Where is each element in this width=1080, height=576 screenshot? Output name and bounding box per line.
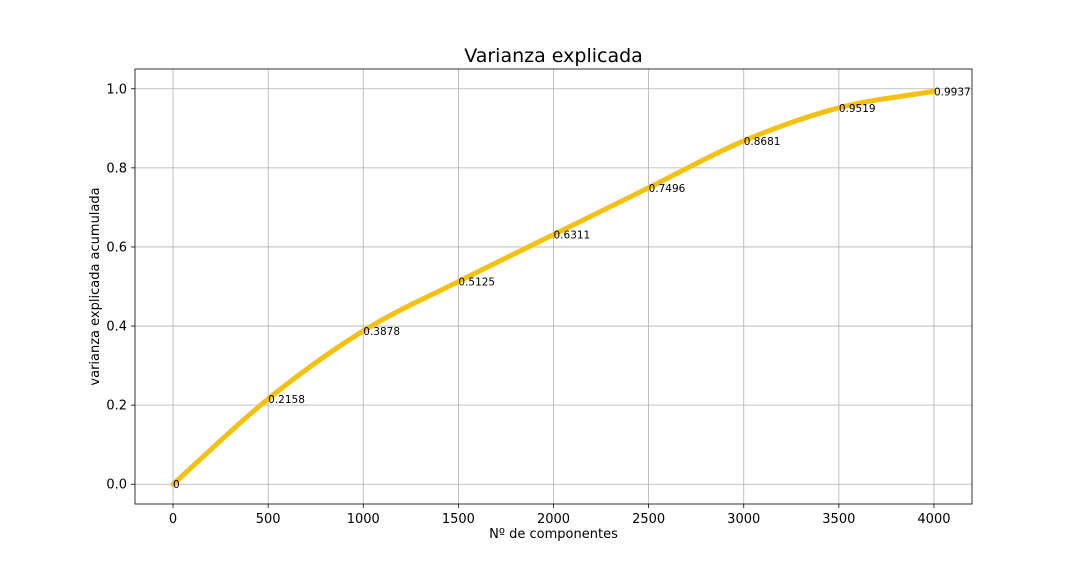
x-tick-label: 1500 (442, 512, 475, 527)
data-point-label: 0.6311 (554, 230, 591, 242)
y-tick-label: 0.2 (106, 399, 127, 414)
data-point-label: 0.3878 (363, 326, 400, 338)
cumulative-variance-line (170, 88, 937, 487)
x-axis: 0 500 1000 1500 2000 2500 3000 3500 4000 (169, 504, 951, 527)
y-tick-label: 0.8 (106, 161, 127, 176)
data-point-label: 0.2158 (268, 394, 305, 406)
x-tick-label: 0 (169, 512, 177, 527)
y-tick-label: 0.0 (106, 478, 127, 493)
data-point-label: 0.5125 (458, 277, 495, 289)
y-axis-label: varianza explicada acumulada (88, 187, 103, 385)
x-tick-label: 3500 (822, 512, 855, 527)
chart-title: Varianza explicada (464, 45, 643, 67)
data-point-label: 0.9519 (839, 103, 876, 115)
y-tick-label: 0.6 (106, 240, 127, 255)
x-tick-label: 2000 (537, 512, 570, 527)
x-tick-label: 500 (256, 512, 281, 527)
x-axis-label: Nº de componentes (489, 527, 618, 542)
x-tick-label: 3000 (727, 512, 760, 527)
data-point-label: 0 (173, 479, 180, 491)
data-point-label: 0.8681 (744, 136, 781, 148)
y-axis: 0.0 0.2 0.4 0.6 0.8 1.0 (106, 82, 135, 493)
grid (135, 69, 972, 504)
x-tick-label: 1000 (347, 512, 380, 527)
x-tick-label: 4000 (917, 512, 950, 527)
plot-area (170, 88, 937, 487)
x-tick-label: 2500 (632, 512, 665, 527)
y-tick-label: 0.4 (106, 320, 127, 335)
data-labels: 0 0.2158 0.3878 0.5125 0.6311 0.7496 0.8681 0.9… (173, 86, 971, 491)
data-point-label: 0.9937 (934, 86, 971, 98)
data-point-label: 0.7496 (649, 183, 686, 195)
y-tick-label: 1.0 (106, 82, 127, 97)
